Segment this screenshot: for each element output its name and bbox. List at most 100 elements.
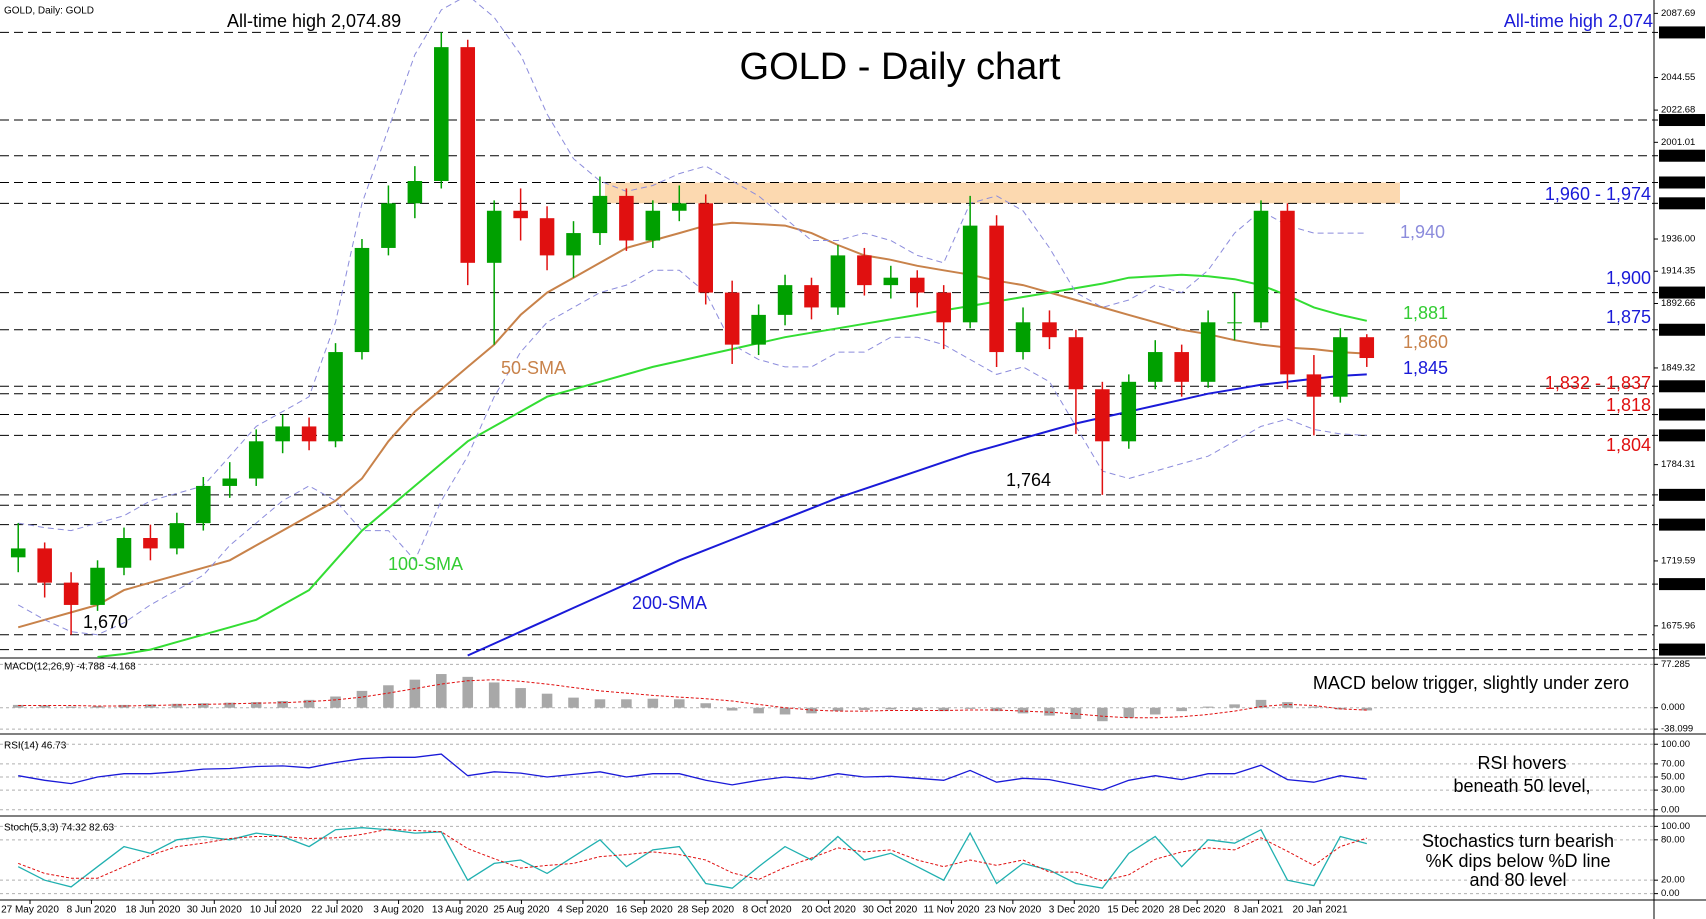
candle-body	[804, 285, 819, 308]
candle-body	[1333, 337, 1348, 397]
chart-title: GOLD - Daily chart	[740, 46, 1061, 88]
candle-body	[1227, 322, 1242, 324]
resistance-zone	[605, 182, 1400, 204]
level-label-box	[1659, 518, 1705, 531]
macd-bar	[303, 699, 315, 708]
macd-bar	[1097, 707, 1108, 722]
candle-body	[566, 233, 581, 256]
annotation: 1,881	[1403, 303, 1448, 323]
macd-bar	[436, 674, 447, 708]
level-label-box	[1659, 408, 1705, 421]
candle-body	[143, 538, 158, 549]
macd-bar	[1361, 707, 1373, 711]
level-label-box	[1659, 26, 1705, 39]
macd-bar	[1070, 707, 1082, 719]
annotation: 1,832 - 1,837	[1545, 373, 1651, 393]
annotation: 100-SMA	[388, 554, 463, 574]
candle-body	[486, 210, 502, 263]
macd-bar	[885, 707, 897, 710]
x-tick-label: 23 Nov 2020	[984, 905, 1041, 916]
y-tick-label: 80.00	[1661, 834, 1685, 845]
macd-bar	[1123, 707, 1135, 718]
macd-bar	[964, 707, 976, 709]
annotation: 1,818	[1606, 395, 1651, 415]
x-tick-label: 20 Oct 2020	[801, 905, 856, 916]
level-label-box	[1659, 380, 1705, 393]
x-tick-label: 8 Jan 2021	[1234, 905, 1284, 916]
annotation: 50-SMA	[501, 358, 566, 378]
candle-body	[434, 47, 449, 182]
macd-bar	[250, 702, 262, 708]
annotation: 1,764	[1006, 470, 1051, 490]
annotation: Stochastics turn bearish	[1422, 831, 1614, 851]
macd-bar	[991, 707, 1002, 712]
x-tick-label: 13 Aug 2020	[432, 905, 489, 916]
x-tick-label: 4 Sep 2020	[557, 905, 609, 916]
y-tick-label: 2044.55	[1661, 72, 1695, 83]
candle-body	[460, 47, 476, 263]
macd-bar	[753, 707, 764, 714]
candle-body	[962, 225, 978, 323]
x-tick-label: 18 Jun 2020	[125, 905, 180, 916]
level-label-box	[1659, 149, 1705, 162]
x-tick-label: 15 Dec 2020	[1107, 905, 1164, 916]
candle-body	[1068, 337, 1084, 390]
candle-body	[222, 478, 238, 486]
y-tick-label: 1719.59	[1661, 555, 1695, 566]
candle-body	[63, 582, 79, 605]
candle-body	[672, 203, 687, 211]
y-tick-label: 1818.00	[1661, 409, 1695, 420]
annotation: All-time high 2,074	[1504, 11, 1653, 31]
candle-body	[37, 548, 52, 583]
level-label-box	[1659, 488, 1705, 501]
macd-bar	[700, 703, 712, 708]
candle-body	[1359, 337, 1375, 359]
candle-body	[1121, 381, 1137, 442]
macd-bar	[12, 704, 24, 708]
macd-bar	[647, 698, 659, 708]
y-tick-label: 1660.00	[1661, 644, 1695, 655]
candle-body	[539, 218, 555, 256]
y-tick-label: 100.00	[1661, 739, 1690, 750]
candle-body	[1042, 322, 1057, 338]
level-label-box	[1659, 429, 1705, 442]
y-tick-label: 1784.31	[1661, 459, 1695, 470]
annotation: All-time high 2,074.89	[227, 11, 401, 31]
macd-bar	[1044, 707, 1055, 716]
annotation: 1,875	[1606, 307, 1651, 327]
macd-bar	[145, 704, 156, 708]
y-tick-label: 1900.00	[1661, 287, 1695, 298]
candle-body	[301, 426, 317, 442]
macd-bar	[92, 706, 103, 708]
candle-body	[1306, 374, 1322, 397]
macd-bar	[938, 707, 949, 712]
y-tick-label: 1914.35	[1661, 266, 1695, 277]
y-tick-label: 100.00	[1661, 821, 1690, 832]
candle-body	[90, 567, 105, 605]
macd-bar	[541, 693, 553, 708]
y-tick-label: 1744.00	[1661, 519, 1695, 530]
macd-bar	[1176, 707, 1187, 712]
candle-body	[645, 210, 661, 241]
line	[17, 221, 1367, 629]
x-tick-label: 8 Oct 2020	[743, 905, 792, 916]
macd-bar	[171, 703, 183, 708]
candle-body	[989, 225, 1004, 353]
line	[17, 269, 1367, 636]
line	[18, 753, 1367, 791]
x-tick-label: 16 Sep 2020	[616, 905, 673, 916]
candle-body	[619, 195, 634, 241]
x-tick-label: 28 Dec 2020	[1169, 905, 1226, 916]
candle-body	[1174, 352, 1189, 382]
macd-bar	[594, 699, 606, 708]
level-label-box	[1659, 286, 1705, 299]
annotation: MACD below trigger, slightly under zero	[1313, 673, 1629, 693]
annotation: 1,900	[1606, 268, 1651, 288]
candle-body	[1280, 210, 1295, 375]
candle-body	[116, 538, 132, 568]
candle-body	[1095, 389, 1110, 442]
candle-body	[883, 277, 899, 286]
y-tick-label: 1992.00	[1661, 150, 1695, 161]
macd-bar	[462, 676, 474, 708]
macd-bar	[1308, 706, 1320, 708]
